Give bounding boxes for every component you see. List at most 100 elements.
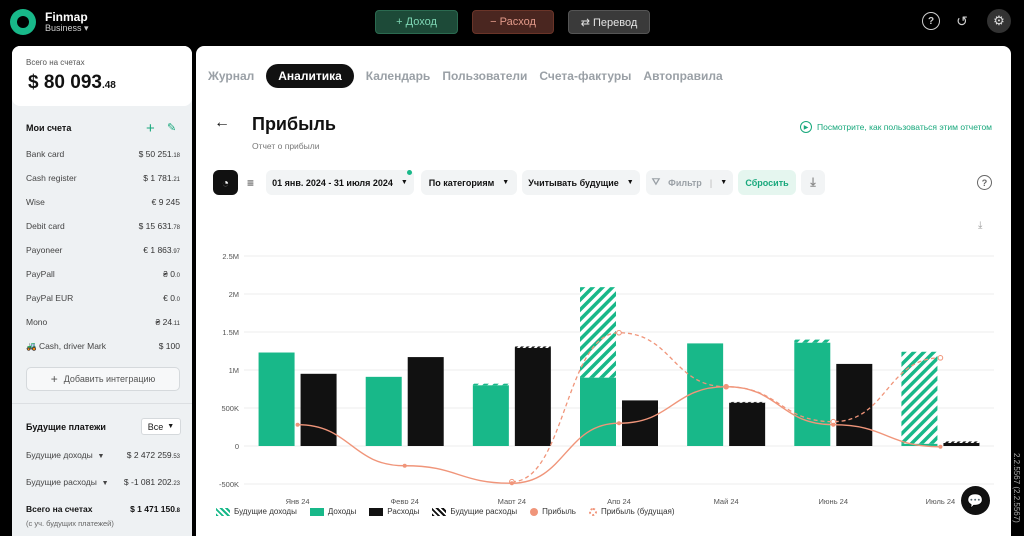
pie-view-toggle[interactable]: ◔ bbox=[213, 170, 238, 195]
expense-bar[interactable] bbox=[514, 347, 551, 446]
future-income-toggle[interactable]: Будущие доходы ▼ bbox=[26, 450, 104, 460]
balance-label: Всего на счетах bbox=[26, 58, 85, 67]
income-bar[interactable] bbox=[687, 343, 724, 446]
plan-label: Business bbox=[45, 23, 82, 33]
future-filter-select[interactable]: Все ▼ bbox=[141, 418, 181, 435]
legend-item[interactable]: Прибыль bbox=[530, 507, 576, 516]
future-income-bar[interactable] bbox=[901, 351, 938, 444]
add-income-button[interactable]: + Доход bbox=[375, 10, 458, 34]
income-bar[interactable] bbox=[580, 377, 616, 446]
y-tick-label: 1M bbox=[229, 366, 239, 375]
account-row[interactable]: Payoneer € 1 863.97 bbox=[12, 239, 192, 263]
history-icon[interactable]: ↺ bbox=[956, 12, 968, 29]
legend-item[interactable]: Будущие доходы bbox=[216, 507, 297, 516]
filter-separator: | bbox=[709, 177, 713, 188]
account-row[interactable]: 🚜 Cash, driver Mark $ 100 bbox=[12, 335, 192, 359]
add-account-plus-icon[interactable]: + bbox=[146, 120, 155, 137]
income-bar[interactable] bbox=[365, 376, 402, 446]
how-to-use-link[interactable]: ▶ Посмотрите, как пользоваться этим отче… bbox=[800, 121, 992, 133]
caret-down-icon: ▼ bbox=[97, 453, 105, 460]
legend-item[interactable]: Прибыль (будущая) bbox=[588, 507, 675, 516]
chart-legend: Будущие доходы Доходы Расходы Будущие расхо… bbox=[216, 507, 675, 516]
account-balance-main: $ 15 631 bbox=[138, 221, 172, 231]
page-subtitle: Отчет о прибыли bbox=[252, 141, 320, 151]
filter-label: Фильтр bbox=[668, 177, 702, 188]
date-range-select[interactable]: 01 янв. 2024 - 31 июля 2024 ▼ bbox=[266, 170, 414, 195]
future-expense-bar[interactable] bbox=[729, 401, 766, 403]
profit-point[interactable] bbox=[617, 421, 621, 426]
list-view-toggle[interactable]: ≡ bbox=[238, 170, 263, 195]
future-expense-bar[interactable] bbox=[943, 441, 980, 443]
future-profit-point[interactable] bbox=[616, 329, 622, 336]
tab-1[interactable]: Аналитика bbox=[266, 64, 354, 88]
add-expense-button[interactable]: − Расход bbox=[472, 10, 554, 34]
expense-bar[interactable] bbox=[407, 357, 444, 446]
plus-icon: + bbox=[50, 372, 58, 386]
expense-bar[interactable] bbox=[836, 363, 873, 446]
account-balance-cents: .11 bbox=[172, 321, 180, 327]
future-income-label: Будущие доходы bbox=[26, 450, 93, 460]
legend-label: Прибыль bbox=[542, 507, 576, 516]
legend-item[interactable]: Доходы bbox=[309, 507, 356, 516]
income-bar[interactable] bbox=[794, 342, 831, 446]
back-arrow-icon[interactable]: ← bbox=[214, 114, 230, 131]
chat-bubble-icon[interactable]: 💬 bbox=[961, 486, 990, 515]
profit-point[interactable] bbox=[724, 384, 729, 389]
chevron-down-icon: ▾ bbox=[84, 23, 89, 33]
account-balance: ₴ 24.11 bbox=[156, 317, 180, 327]
future-profit-point[interactable] bbox=[937, 355, 944, 361]
help-icon[interactable]: ? bbox=[922, 12, 940, 30]
chart-download-icon[interactable]: ⤓ bbox=[978, 220, 983, 231]
future-income-bar[interactable] bbox=[794, 339, 831, 343]
account-row[interactable]: PayPal EUR € 0.0 bbox=[12, 287, 192, 311]
account-row[interactable]: Bank card $ 50 251.18 bbox=[12, 143, 192, 167]
profit-point[interactable] bbox=[831, 422, 836, 427]
account-row[interactable]: Debit card $ 15 631.78 bbox=[12, 215, 192, 239]
account-row[interactable]: Mono ₴ 24.11 bbox=[12, 311, 192, 335]
legend-item[interactable]: Расходы bbox=[369, 507, 419, 516]
grouping-select[interactable]: По категориям ▼ bbox=[421, 170, 517, 195]
page-title: Прибыль bbox=[252, 114, 336, 134]
y-tick-label: 2M bbox=[229, 290, 239, 299]
income-bar[interactable] bbox=[258, 352, 295, 446]
total-balance-card: Всего на счетах $ 80 093.48 bbox=[12, 46, 192, 106]
future-expense-toggle[interactable]: Будущие расходы ▼ bbox=[26, 477, 109, 487]
account-balance: $ 50 251.18 bbox=[139, 149, 180, 159]
income-bar[interactable] bbox=[472, 385, 509, 446]
list-lines-icon: ≡ bbox=[246, 175, 254, 190]
account-row[interactable]: PayPall ₴ 0.0 bbox=[12, 263, 192, 287]
profit-point[interactable] bbox=[295, 422, 300, 427]
settings-gear-icon[interactable]: ⚙ bbox=[987, 9, 1011, 33]
account-balance-main: € 1 863 bbox=[143, 245, 172, 255]
profit-point[interactable] bbox=[938, 444, 943, 449]
account-row[interactable]: Wise € 9 245 bbox=[12, 191, 192, 215]
profit-point[interactable] bbox=[402, 463, 407, 468]
expense-bar[interactable] bbox=[300, 373, 337, 446]
future-income-bar[interactable] bbox=[580, 287, 616, 378]
plan-selector[interactable]: Business ▾ bbox=[45, 23, 89, 34]
future-expense-row: Будущие расходы ▼ $ -1 081 202.23 bbox=[12, 473, 192, 491]
reset-button[interactable]: Сбросить bbox=[738, 170, 796, 195]
future-income-bar[interactable] bbox=[472, 383, 509, 386]
profit-point[interactable] bbox=[509, 481, 514, 486]
tab-4[interactable]: Счета-фактуры bbox=[539, 69, 632, 83]
account-row[interactable]: Cash register $ 1 781.21 bbox=[12, 167, 192, 191]
add-integration-button[interactable]: + Добавить интеграцию bbox=[26, 367, 180, 391]
tab-0[interactable]: Журнал bbox=[208, 69, 255, 83]
date-range-value: 01 янв. 2024 - 31 июля 2024 bbox=[272, 177, 393, 188]
expense-bar[interactable] bbox=[943, 442, 980, 446]
edit-pencil-icon[interactable]: ✎ bbox=[167, 122, 177, 134]
expense-bar[interactable] bbox=[729, 402, 766, 446]
tab-3[interactable]: Пользователи bbox=[442, 69, 528, 83]
future-expense-bar[interactable] bbox=[514, 346, 551, 348]
tab-5[interactable]: Автоправила bbox=[643, 69, 723, 83]
add-transfer-button[interactable]: ⇄ Перевод bbox=[568, 10, 650, 34]
future-payments-select[interactable]: Учитывать будущие ▼ bbox=[522, 170, 640, 195]
export-download-icon[interactable]: ⤓ bbox=[801, 170, 825, 195]
x-tick-label: Март 24 bbox=[498, 497, 526, 504]
report-help-icon[interactable]: ? bbox=[977, 175, 992, 190]
tab-2[interactable]: Календарь bbox=[365, 69, 431, 83]
account-balance: $ 1 781.21 bbox=[143, 173, 180, 183]
legend-item[interactable]: Будущие расходы bbox=[432, 507, 517, 516]
filter-button[interactable]: ⛛ Фильтр | ▼ bbox=[646, 170, 733, 195]
